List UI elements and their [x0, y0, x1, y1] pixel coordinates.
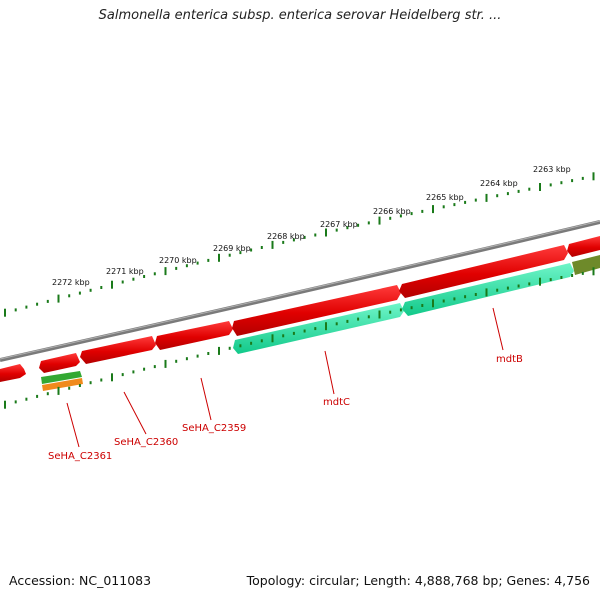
- forward-feature-6: [399, 245, 568, 298]
- accession-label: Accession: NC_011083: [9, 573, 152, 588]
- scale-label-2263: 2263 kbp: [533, 165, 571, 174]
- cds-feature-mdtC: [233, 303, 404, 354]
- scale-label-2270: 2270 kbp: [159, 256, 197, 265]
- scale-label-2266: 2266 kbp: [373, 207, 411, 216]
- scale-label-2269: 2269 kbp: [213, 244, 251, 253]
- backbone-highlight: [0, 220, 600, 360]
- orange-feature: [42, 378, 83, 391]
- gene-label-SeHA_C2359: SeHA_C2359: [182, 423, 246, 434]
- scale-label-2267: 2267 kbp: [320, 220, 358, 229]
- forward-feature-7: [567, 236, 600, 257]
- summary-label: Topology: circular; Length: 4,888,768 bp…: [246, 573, 590, 588]
- gene-label-mdtB: mdtB: [496, 354, 523, 365]
- leader-SeHA_C2359: [200, 377, 212, 421]
- gene-label-SeHA_C2360: SeHA_C2360: [114, 437, 178, 448]
- backbone-circle: [0, 220, 600, 362]
- forward-feature-1: [0, 364, 26, 382]
- scale-label-2268: 2268 kbp: [267, 232, 305, 241]
- scale-label-2264: 2264 kbp: [480, 179, 518, 188]
- cds-feature-mdtB: [402, 263, 574, 316]
- reverse-strand-features: [41, 255, 600, 391]
- forward-feature-5: [232, 285, 401, 336]
- scale-label-2272: 2272 kbp: [52, 278, 90, 287]
- gene-label-SeHA_C2361: SeHA_C2361: [48, 451, 112, 462]
- gene-label-mdtC: mdtC: [323, 397, 350, 408]
- olive-feature: [572, 255, 600, 275]
- forward-feature-2: [39, 353, 80, 373]
- scale-labels: 2272 kbp 2271 kbp 2270 kbp 2269 kbp 2268…: [52, 165, 571, 287]
- forward-strand-features: [0, 236, 600, 382]
- green-feature: [41, 371, 82, 384]
- scale-outer-ticks: [4, 172, 595, 317]
- leader-SeHA_C2360: [123, 391, 147, 435]
- gene-label-lines: [66, 307, 504, 448]
- forward-feature-4: [155, 321, 233, 350]
- map-title: Salmonella enterica subsp. enterica sero…: [98, 8, 502, 23]
- leader-mdtB: [492, 307, 504, 351]
- scale-label-2265: 2265 kbp: [426, 193, 464, 202]
- forward-feature-3: [80, 336, 156, 364]
- scale-label-2271: 2271 kbp: [106, 267, 144, 276]
- leader-mdtC: [324, 350, 335, 395]
- gene-labels: SeHA_C2361 SeHA_C2360 SeHA_C2359 mdtC md…: [48, 354, 523, 462]
- leader-SeHA_C2361: [66, 402, 80, 448]
- scale-inner-ticks: [4, 267, 595, 409]
